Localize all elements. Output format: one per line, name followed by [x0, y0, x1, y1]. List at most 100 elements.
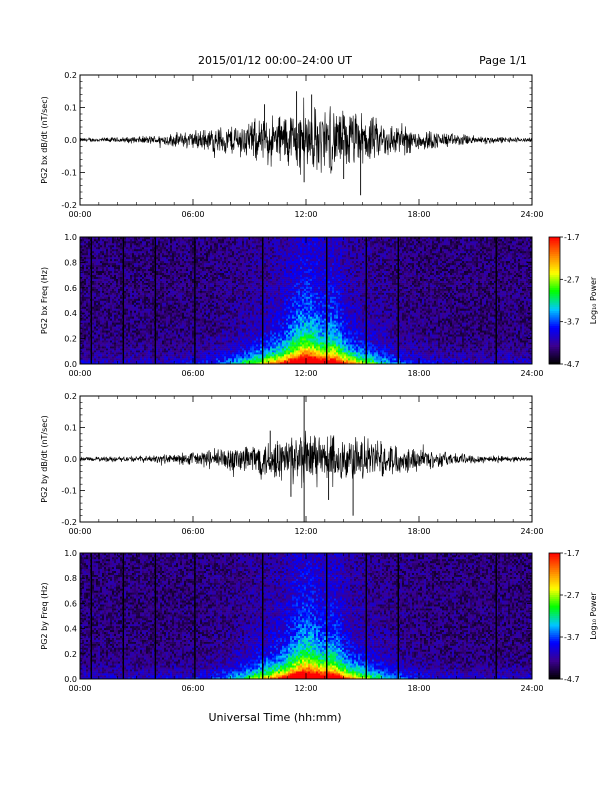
spectrogram-cell: [224, 302, 226, 304]
spectrogram-cell: [142, 352, 144, 354]
spectrogram-cell: [186, 310, 188, 312]
spectrogram-cell: [124, 279, 126, 281]
spectrogram-cell: [150, 330, 152, 332]
spectrogram-cell: [220, 281, 222, 283]
spectrogram-cell: [152, 257, 154, 259]
spectrogram-cell: [220, 293, 222, 295]
spectrogram-cell: [156, 275, 158, 277]
spectrogram-cell: [168, 330, 170, 332]
spectrogram-cell: [226, 257, 228, 259]
spectrogram-cell: [224, 245, 226, 247]
spectrogram-cell: [192, 318, 194, 320]
spectrogram-cell: [230, 249, 232, 251]
spectrogram-cell: [144, 271, 146, 273]
spectrogram-cell: [202, 297, 204, 299]
spectrogram-cell: [204, 241, 206, 243]
spectrogram-cell: [128, 291, 130, 293]
spectrogram-cell: [168, 320, 170, 322]
spectrogram-cell: [156, 283, 158, 285]
spectrogram-cell: [172, 245, 174, 247]
spectrogram-cell: [162, 330, 164, 332]
spectrogram-cell: [190, 306, 192, 308]
spectrogram-cell: [218, 328, 220, 330]
spectrogram-cell: [134, 350, 136, 352]
spectrogram-cell: [162, 265, 164, 267]
spectrogram-cell: [192, 285, 194, 287]
spectrogram-cell: [178, 350, 180, 352]
spectrogram-cell: [94, 275, 96, 277]
spectrogram-cell: [174, 263, 176, 265]
spectrogram-cell: [168, 338, 170, 340]
spectrogram-cell: [172, 299, 174, 301]
spectrogram-cell: [114, 318, 116, 320]
spectrogram-cell: [124, 306, 126, 308]
spectrogram-cell: [190, 275, 192, 277]
spectrogram-cell: [214, 324, 216, 326]
spectrogram-cell: [232, 338, 234, 340]
spectrogram-cell: [100, 310, 102, 312]
spectrogram-cell: [140, 275, 142, 277]
spectrogram-cell: [206, 241, 208, 243]
spectrogram-cell: [106, 253, 108, 255]
spectrogram-cell: [146, 320, 148, 322]
spectrogram-cell: [126, 255, 128, 257]
spectrogram-cell: [138, 245, 140, 247]
spectrogram-cell: [226, 312, 228, 314]
spectrogram-cell: [124, 297, 126, 299]
spectrogram-cell: [176, 326, 178, 328]
spectrogram-cell: [152, 332, 154, 334]
spectrogram-cell: [138, 358, 140, 360]
spectrogram-cell: [164, 277, 166, 279]
spectrogram-cell: [180, 340, 182, 342]
spectrogram-cell: [132, 265, 134, 267]
spectrogram-cell: [84, 358, 86, 360]
spectrogram-cell: [164, 261, 166, 263]
spectrogram-cell: [174, 322, 176, 324]
spectrogram-cell: [202, 330, 204, 332]
spectrogram-cell: [164, 279, 166, 281]
spectrogram-cell: [136, 299, 138, 301]
spectrogram-cell: [158, 269, 160, 271]
spectrogram-cell: [228, 346, 230, 348]
spectrogram-cell: [92, 306, 94, 308]
spectrogram-cell: [104, 281, 106, 283]
spectrogram-cell: [212, 328, 214, 330]
spectrogram-cell: [114, 332, 116, 334]
spectrogram-cell: [196, 322, 198, 324]
spectrogram-cell: [136, 304, 138, 306]
spectrogram-cell: [202, 269, 204, 271]
spectrogram-cell: [126, 271, 128, 273]
spectrogram-cell: [204, 314, 206, 316]
spectrogram-cell: [204, 312, 206, 314]
spectrogram-cell: [146, 324, 148, 326]
spectrogram-cell: [172, 318, 174, 320]
spectrogram-cell: [92, 354, 94, 356]
spectrogram-cell: [124, 336, 126, 338]
spectrogram-cell: [112, 277, 114, 279]
spectrogram-cell: [162, 360, 164, 362]
spectrogram-cell: [178, 243, 180, 245]
spectrogram-cell: [116, 241, 118, 243]
spectrogram-cell: [190, 308, 192, 310]
spectrogram-cell: [168, 316, 170, 318]
spectrogram-cell: [170, 267, 172, 269]
spectrogram-cell: [180, 273, 182, 275]
spectrogram-cell: [214, 320, 216, 322]
spectrogram-cell: [112, 358, 114, 360]
spectrogram-cell: [88, 344, 90, 346]
spectrogram-cell: [230, 358, 232, 360]
spectrogram-cell: [152, 285, 154, 287]
spectrogram-cell: [218, 245, 220, 247]
spectrogram-cell: [126, 297, 128, 299]
page-indicator: Page 1/1: [479, 54, 527, 67]
spectrogram-cell: [170, 293, 172, 295]
spectrogram-cell: [184, 326, 186, 328]
spectrogram-cell: [110, 354, 112, 356]
spectrogram-cell: [208, 263, 210, 265]
spectrogram-cell: [188, 338, 190, 340]
spectrogram-cell: [222, 312, 224, 314]
spectrogram-cell: [212, 332, 214, 334]
spectrogram-cell: [166, 299, 168, 301]
spectrogram-cell: [186, 277, 188, 279]
spectrogram-cell: [168, 241, 170, 243]
